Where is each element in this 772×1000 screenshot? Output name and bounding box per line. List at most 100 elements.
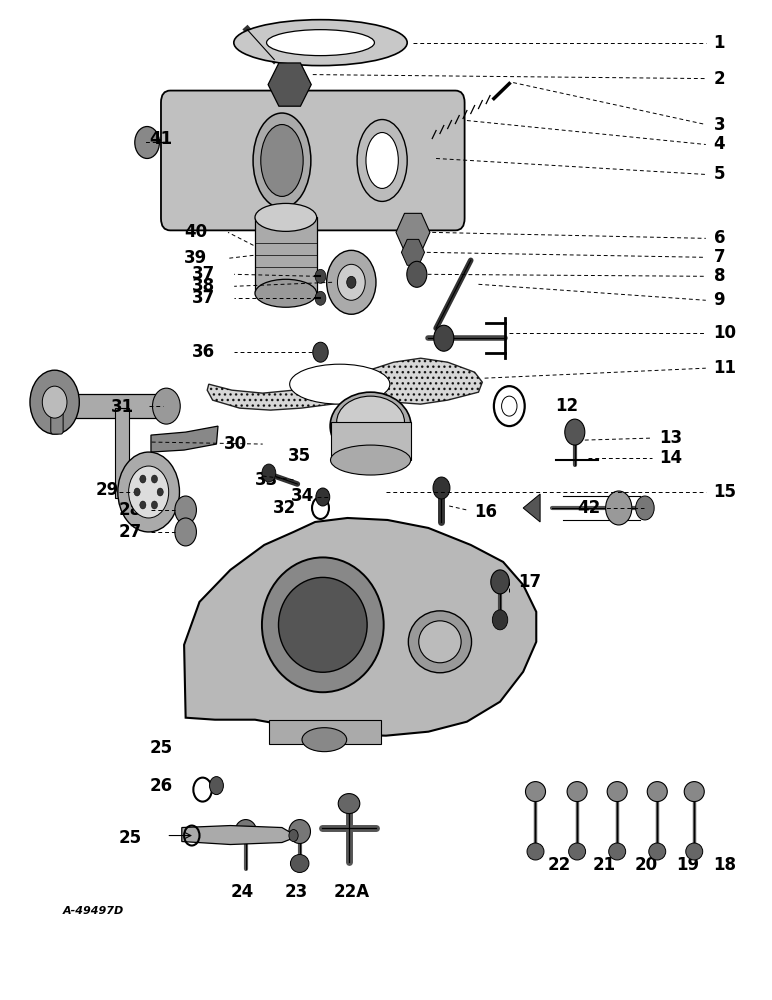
Text: 34: 34: [290, 487, 313, 505]
Text: 7: 7: [713, 248, 725, 266]
Text: 31: 31: [111, 398, 134, 416]
Ellipse shape: [647, 782, 667, 802]
Text: 38: 38: [191, 277, 215, 295]
Circle shape: [315, 269, 326, 283]
Text: 25: 25: [150, 739, 173, 757]
Circle shape: [327, 250, 376, 314]
Circle shape: [135, 127, 160, 158]
Circle shape: [118, 452, 179, 532]
Circle shape: [491, 570, 510, 594]
Bar: [66, 394, 167, 418]
Ellipse shape: [366, 133, 398, 188]
Ellipse shape: [262, 557, 384, 692]
Text: 33: 33: [255, 471, 278, 489]
Ellipse shape: [684, 782, 704, 802]
Text: 21: 21: [593, 856, 615, 874]
Text: 29: 29: [96, 481, 119, 499]
Polygon shape: [207, 358, 482, 410]
Circle shape: [434, 325, 454, 351]
Ellipse shape: [255, 279, 317, 307]
Ellipse shape: [418, 621, 461, 663]
Polygon shape: [268, 63, 311, 106]
Circle shape: [134, 488, 141, 496]
FancyBboxPatch shape: [161, 91, 465, 230]
Text: 22A: 22A: [334, 883, 370, 901]
Polygon shape: [523, 494, 540, 522]
Ellipse shape: [686, 843, 703, 860]
Text: 9: 9: [713, 291, 725, 309]
Ellipse shape: [330, 445, 411, 475]
Text: 16: 16: [475, 503, 498, 521]
Text: 4: 4: [713, 135, 725, 153]
Circle shape: [605, 491, 631, 525]
Bar: [330, 422, 411, 460]
Text: 17: 17: [519, 573, 542, 591]
Circle shape: [140, 475, 146, 483]
Text: 24: 24: [230, 883, 253, 901]
Text: 1: 1: [713, 34, 725, 52]
Text: 8: 8: [713, 267, 725, 285]
Ellipse shape: [290, 855, 309, 872]
Text: 42: 42: [577, 499, 601, 517]
Circle shape: [151, 501, 157, 509]
Text: 19: 19: [676, 856, 699, 874]
Circle shape: [153, 388, 180, 424]
Text: 2: 2: [713, 70, 725, 88]
Text: 5: 5: [713, 165, 725, 183]
Circle shape: [315, 291, 326, 305]
Text: 10: 10: [713, 324, 736, 342]
Text: 22: 22: [548, 856, 571, 874]
Circle shape: [313, 342, 328, 362]
Text: 28: 28: [119, 501, 142, 519]
Circle shape: [565, 419, 585, 445]
Circle shape: [635, 496, 654, 520]
Ellipse shape: [266, 30, 374, 56]
Text: 18: 18: [713, 856, 736, 874]
Ellipse shape: [648, 843, 665, 860]
Circle shape: [140, 501, 146, 509]
Text: 35: 35: [288, 447, 311, 465]
Text: 40: 40: [184, 223, 207, 241]
Circle shape: [209, 777, 223, 795]
Polygon shape: [401, 239, 425, 265]
Bar: [255, 217, 317, 293]
Text: 23: 23: [284, 883, 307, 901]
Ellipse shape: [261, 125, 303, 196]
Circle shape: [129, 466, 169, 518]
Text: 41: 41: [150, 130, 173, 148]
Text: 32: 32: [273, 499, 296, 517]
Polygon shape: [181, 826, 297, 845]
Polygon shape: [184, 518, 537, 736]
Circle shape: [337, 264, 365, 300]
Circle shape: [347, 276, 356, 288]
Ellipse shape: [330, 392, 411, 460]
Ellipse shape: [289, 820, 310, 844]
Ellipse shape: [527, 843, 544, 860]
Circle shape: [174, 496, 196, 524]
Circle shape: [42, 386, 67, 418]
Ellipse shape: [357, 120, 407, 201]
Circle shape: [289, 830, 298, 842]
FancyBboxPatch shape: [51, 408, 63, 434]
Ellipse shape: [290, 364, 390, 404]
Text: 37: 37: [191, 289, 215, 307]
Circle shape: [493, 610, 508, 630]
Ellipse shape: [337, 396, 405, 448]
Text: 36: 36: [191, 343, 215, 361]
Circle shape: [316, 488, 330, 506]
Text: 15: 15: [713, 483, 736, 501]
Polygon shape: [151, 426, 218, 452]
Text: 11: 11: [713, 359, 736, 377]
Text: 37: 37: [191, 265, 215, 283]
Text: 12: 12: [556, 397, 579, 415]
Circle shape: [157, 488, 164, 496]
Ellipse shape: [567, 782, 587, 802]
Text: 30: 30: [224, 435, 247, 453]
Text: 14: 14: [659, 449, 682, 467]
Circle shape: [174, 518, 196, 546]
Text: 20: 20: [634, 856, 657, 874]
Text: 3: 3: [713, 116, 725, 134]
Text: 25: 25: [119, 829, 142, 847]
Ellipse shape: [302, 728, 347, 752]
Bar: [269, 720, 381, 744]
